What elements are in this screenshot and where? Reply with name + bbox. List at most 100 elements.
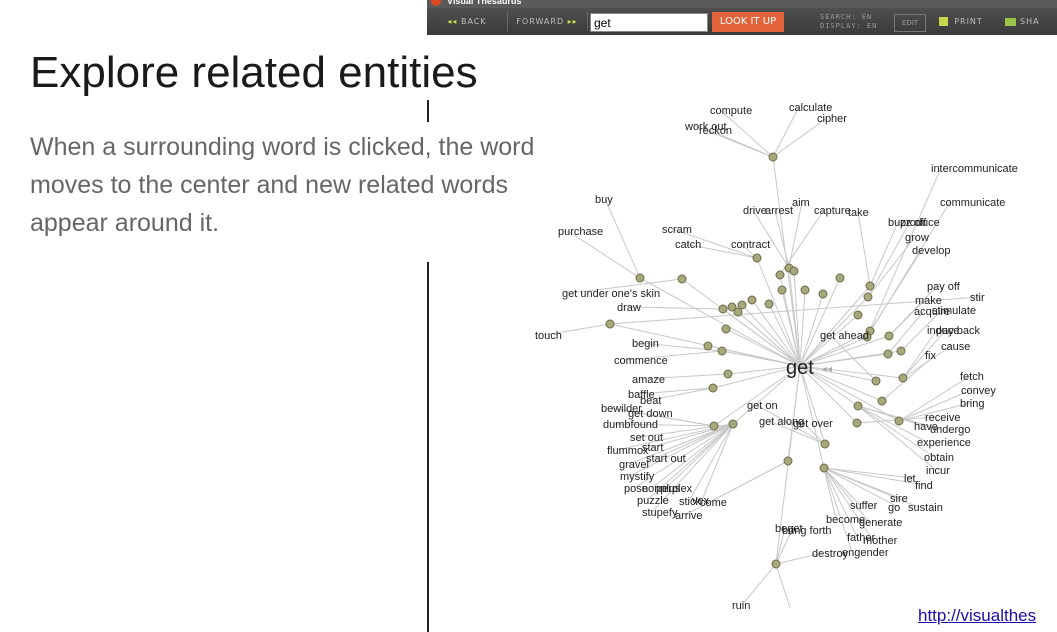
meaning-node[interactable] xyxy=(835,273,845,283)
related-word[interactable]: undergo xyxy=(930,424,970,436)
meaning-node[interactable] xyxy=(862,332,872,342)
related-word[interactable]: cipher xyxy=(817,113,847,125)
related-word[interactable]: let xyxy=(904,473,916,485)
related-word[interactable]: produce xyxy=(900,217,940,229)
related-word[interactable]: experience xyxy=(917,437,971,449)
related-word[interactable]: puzzle xyxy=(637,495,669,507)
meaning-node[interactable] xyxy=(771,559,781,569)
related-word[interactable]: go xyxy=(888,502,900,514)
meaning-node[interactable] xyxy=(819,463,829,473)
related-word[interactable]: stupefy xyxy=(642,507,678,519)
speaker-icon[interactable]: ◂◂ xyxy=(822,364,832,375)
related-word[interactable]: catch xyxy=(675,239,701,251)
related-word[interactable]: contract xyxy=(731,239,770,251)
meaning-node[interactable] xyxy=(721,324,731,334)
meaning-node[interactable] xyxy=(863,292,873,302)
meaning-node[interactable] xyxy=(800,285,810,295)
related-word[interactable]: engender xyxy=(842,547,889,559)
related-word[interactable]: take xyxy=(848,207,869,219)
related-word[interactable]: beget xyxy=(775,523,803,535)
related-word[interactable]: beat xyxy=(640,395,661,407)
related-word[interactable]: perplex xyxy=(656,483,693,495)
related-word[interactable]: communicate xyxy=(940,197,1005,209)
related-word[interactable]: flummox xyxy=(607,445,649,457)
search-input[interactable]: get xyxy=(590,13,708,32)
forward-button[interactable]: FORWARD ▸▸ xyxy=(507,12,588,31)
related-word[interactable]: baffle xyxy=(628,389,655,401)
meaning-node[interactable] xyxy=(852,418,862,428)
related-word[interactable]: grow xyxy=(905,232,929,244)
related-word[interactable]: sustain xyxy=(908,502,943,514)
related-word[interactable]: suffer xyxy=(850,500,878,512)
meaning-node[interactable] xyxy=(635,273,645,283)
meaning-node[interactable] xyxy=(728,419,738,429)
related-word[interactable]: pay off xyxy=(927,281,961,293)
related-word[interactable]: aim xyxy=(792,197,810,209)
related-word[interactable]: buzz off xyxy=(888,217,927,229)
related-word[interactable]: induce xyxy=(927,325,959,337)
related-word[interactable]: mother xyxy=(863,535,898,547)
meaning-node[interactable] xyxy=(894,416,904,426)
center-word[interactable]: get xyxy=(786,357,814,379)
related-word[interactable]: arrest xyxy=(765,205,793,217)
related-word[interactable]: nonplus xyxy=(642,483,681,495)
related-word[interactable]: purchase xyxy=(558,226,603,238)
related-word[interactable]: obtain xyxy=(924,452,954,464)
meaning-node[interactable] xyxy=(764,299,774,309)
word-graph[interactable]: compute calculate cipher work out reckon buy p… xyxy=(427,96,1057,632)
meaning-node[interactable] xyxy=(775,270,785,280)
meaning-node[interactable] xyxy=(883,349,893,359)
related-word[interactable]: drive xyxy=(743,205,767,217)
meaning-node[interactable] xyxy=(877,396,887,406)
meaning-node[interactable] xyxy=(733,307,743,317)
meaning-node[interactable] xyxy=(789,266,799,276)
related-word[interactable]: sire xyxy=(890,493,908,505)
related-word[interactable]: generate xyxy=(859,517,902,529)
related-word[interactable]: stimulate xyxy=(932,305,976,317)
meaning-node[interactable] xyxy=(777,285,787,295)
related-word[interactable]: set out xyxy=(630,432,663,444)
language-settings[interactable]: SEARCH: EN DISPLAY: EN xyxy=(820,13,877,31)
meaning-node[interactable] xyxy=(703,341,713,351)
related-word[interactable]: arrive xyxy=(675,510,703,522)
meaning-node[interactable] xyxy=(853,401,863,411)
related-word[interactable]: touch xyxy=(535,330,562,342)
related-word[interactable]: intercommunicate xyxy=(931,163,1018,175)
related-word[interactable]: have xyxy=(914,421,938,433)
meaning-node[interactable] xyxy=(853,310,863,320)
source-link[interactable]: http://visualthes xyxy=(918,606,1037,625)
meaning-node[interactable] xyxy=(871,376,881,386)
related-word[interactable]: get down xyxy=(628,408,673,420)
related-word[interactable]: get on xyxy=(747,400,778,412)
meaning-node[interactable] xyxy=(898,373,908,383)
related-word[interactable]: develop xyxy=(912,245,951,257)
related-word[interactable]: begin xyxy=(632,338,659,350)
related-word[interactable]: get under one's skin xyxy=(562,288,660,300)
related-word[interactable]: incur xyxy=(926,465,950,477)
meaning-node[interactable] xyxy=(768,152,778,162)
related-word[interactable]: get over xyxy=(793,418,833,430)
related-word[interactable]: come xyxy=(700,497,727,509)
meaning-node[interactable] xyxy=(708,383,718,393)
related-word[interactable]: start out xyxy=(646,453,686,465)
related-word[interactable]: become xyxy=(826,514,865,526)
meaning-node[interactable] xyxy=(752,253,762,263)
meaning-node[interactable] xyxy=(884,331,894,341)
related-word[interactable]: bring xyxy=(960,398,984,410)
related-word[interactable]: find xyxy=(915,480,933,492)
meaning-node[interactable] xyxy=(820,439,830,449)
meaning-node[interactable] xyxy=(747,295,757,305)
related-word[interactable]: work out xyxy=(684,121,727,133)
related-word[interactable]: ruin xyxy=(732,600,750,612)
meaning-node[interactable] xyxy=(723,369,733,379)
related-word[interactable]: stir xyxy=(970,292,985,304)
related-word[interactable]: compute xyxy=(710,105,752,117)
meaning-node[interactable] xyxy=(709,421,719,431)
share-button[interactable]: SHA xyxy=(1005,12,1057,31)
related-word[interactable]: start xyxy=(642,442,663,454)
meaning-node[interactable] xyxy=(718,304,728,314)
related-word[interactable]: commence xyxy=(614,355,668,367)
related-word[interactable]: fix xyxy=(925,350,937,362)
related-word[interactable]: get along xyxy=(759,416,804,428)
meaning-node[interactable] xyxy=(783,456,793,466)
